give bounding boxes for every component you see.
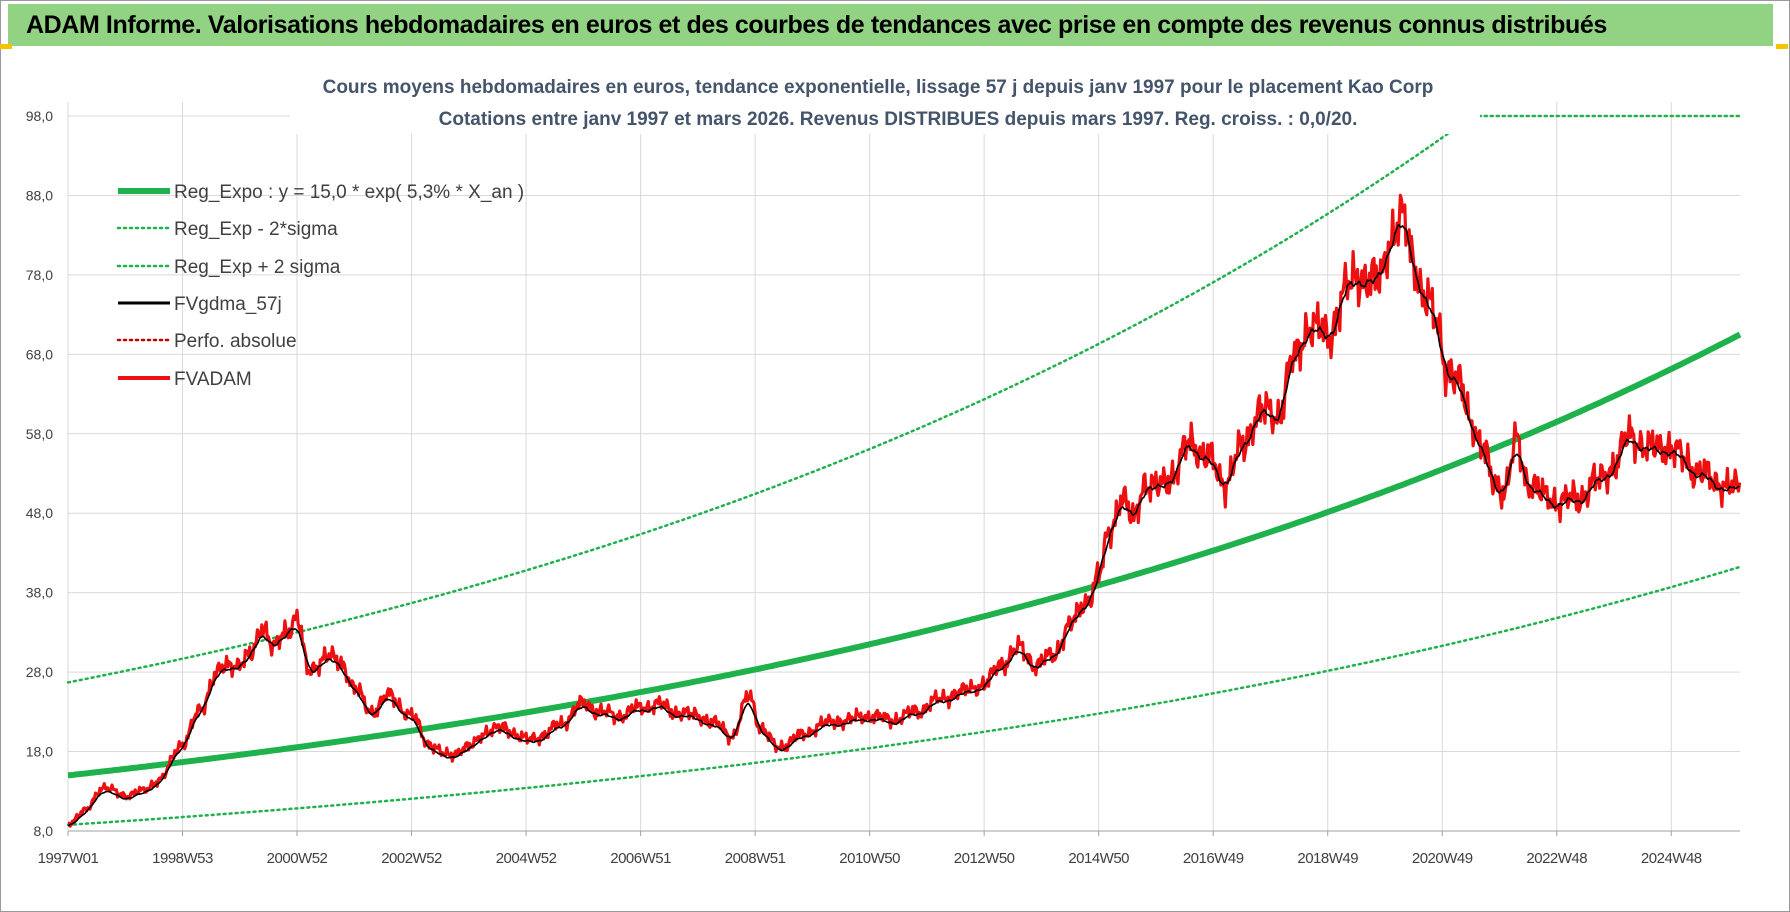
x-tick-label: 1997W01 [38, 850, 99, 867]
x-tick-label: 2024W48 [1641, 850, 1702, 867]
y-tick-label: 38,0 [26, 585, 53, 601]
legend-label: Perfo. absolue [174, 331, 297, 352]
legend: Reg_Expo : y = 15,0 * exp( 5,3% * X_an )… [116, 182, 524, 390]
legend-label: Reg_Expo : y = 15,0 * exp( 5,3% * X_an ) [174, 182, 524, 203]
legend-label: FVADAM [174, 369, 252, 390]
chart-title-background [290, 68, 1480, 134]
corner-mark-top-right [1776, 44, 1788, 49]
corner-mark-top-left [0, 44, 12, 49]
x-tick-label: 2020W49 [1412, 850, 1473, 867]
x-tick-label: 2022W48 [1526, 850, 1587, 867]
y-tick-label: 78,0 [26, 267, 53, 283]
legend-label: Reg_Exp + 2 sigma [174, 257, 341, 278]
chart-title-line2: Cotations entre janv 1997 et mars 2026. … [439, 109, 1358, 130]
chart-title-line1: Cours moyens hebdomadaires en euros, ten… [323, 77, 1434, 98]
x-axis: 1997W01 1998W53 2000W52 2002W52 2004W52 2006W… [38, 850, 1703, 867]
x-tick-label: 2002W52 [381, 850, 442, 867]
series-reg-expo [67, 331, 1742, 779]
y-tick-label: 18,0 [26, 744, 53, 760]
series-fvgdma-57j [67, 224, 1740, 827]
x-tick-label: 1998W53 [152, 850, 213, 867]
x-tick-label: 2018W49 [1297, 850, 1358, 867]
y-tick-label: 98,0 [26, 108, 53, 124]
x-tick-label: 2004W52 [496, 850, 557, 867]
x-tick-label: 2000W52 [267, 850, 328, 867]
x-tick-label: 2016W49 [1183, 850, 1244, 867]
page-title: ADAM Informe. Valorisations hebdomadaire… [8, 4, 1773, 46]
y-tick-label: 28,0 [26, 664, 53, 680]
series-reg-exp-minus-2sigma [66, 565, 1742, 827]
legend-label: Reg_Exp - 2*sigma [174, 219, 338, 240]
y-axis: 8,0 18,0 28,0 38,0 48,0 58,0 68,0 78,0 88,0 98,0 [26, 108, 53, 839]
y-tick-label: 68,0 [26, 346, 53, 362]
x-tick-label: 2006W51 [610, 850, 671, 867]
series-fvadam [67, 193, 1742, 828]
y-tick-label: 48,0 [26, 505, 53, 521]
x-tick-label: 2012W50 [954, 850, 1015, 867]
x-tick-label: 2014W50 [1068, 850, 1129, 867]
grid [67, 102, 1740, 836]
legend-label: FVgdma_57j [174, 294, 282, 315]
y-tick-label: 88,0 [26, 187, 53, 203]
y-tick-label: 58,0 [26, 426, 53, 442]
series-group [66, 114, 1742, 828]
x-tick-label: 2008W51 [725, 850, 786, 867]
x-tick-label: 2010W50 [839, 850, 900, 867]
y-tick-label: 8,0 [34, 823, 54, 839]
chart-title: Cours moyens hebdomadaires en euros, ten… [290, 68, 1480, 134]
